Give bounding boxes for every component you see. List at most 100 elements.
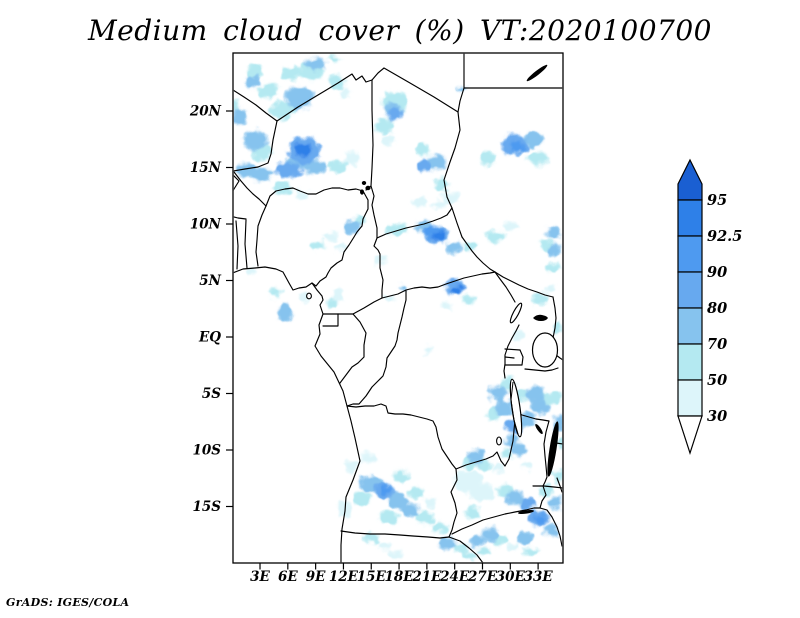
cloud-cell — [423, 498, 438, 509]
cloud-cell — [305, 56, 326, 71]
cloud-cell — [321, 231, 338, 242]
cloud-cell — [332, 287, 343, 304]
border-drc-uganda — [494, 271, 520, 379]
cloud-cell — [426, 153, 446, 170]
cloud-cell — [387, 223, 407, 236]
cloud-cell — [243, 130, 268, 151]
cloud-cell — [278, 304, 292, 323]
border-chad-libya — [371, 67, 459, 113]
cloud-cell — [235, 163, 255, 176]
cloud-cell — [359, 452, 376, 463]
cloud-cell — [363, 533, 380, 544]
cloud-cell — [233, 108, 247, 125]
border-malawi-mozambique — [555, 442, 563, 493]
border-mali-niger — [233, 120, 278, 172]
lon-tick-label: 6E — [278, 569, 298, 585]
cloud-cell — [438, 537, 457, 551]
cloud-cell — [374, 117, 394, 134]
colorbar-label: 50 — [707, 372, 727, 389]
border-ubangi-river — [381, 271, 496, 299]
cloud-cell — [479, 547, 492, 556]
cloud-cell — [504, 434, 521, 448]
cloud-cell — [423, 346, 434, 355]
cloud-cell — [282, 66, 301, 81]
lake-chad-1 — [361, 181, 367, 185]
cloud-cell — [352, 491, 370, 506]
cloud-cell — [271, 100, 296, 119]
border-victoria-south — [524, 367, 559, 372]
border-benin-nigeria — [255, 205, 267, 267]
colorbar-over-arrow — [677, 158, 703, 201]
cloud-cell — [431, 200, 446, 209]
cloud-cell — [548, 243, 561, 257]
lat-tick-label: 15S — [192, 499, 221, 515]
cloud-cell — [503, 221, 520, 232]
cloud-cell — [414, 511, 434, 525]
border-angola-namibia — [340, 530, 450, 539]
border-zambezi-zimbabwe — [451, 507, 563, 547]
cloud-cell — [533, 292, 549, 305]
cloud-cell — [481, 527, 499, 542]
border-gabon-congo — [339, 313, 367, 384]
cloud-cell — [517, 531, 534, 545]
border-cameroon-car — [373, 237, 384, 299]
colorbar-under-arrow — [677, 415, 703, 455]
cloud-cell — [285, 85, 314, 110]
border-angola-zambia — [448, 468, 458, 538]
colorbar-label: 95 — [707, 192, 727, 209]
lat-tick-label: 10S — [192, 443, 221, 459]
cloud-cell — [453, 543, 470, 554]
border-niger-chad — [365, 79, 374, 191]
cloud-cell — [519, 412, 535, 427]
lon-tick-label: 21E — [411, 569, 442, 585]
lon-tick-label: 9E — [306, 569, 326, 585]
cloud-cell — [343, 459, 360, 473]
lat-tick-label: EQ — [198, 330, 221, 346]
cloud-cell — [519, 498, 535, 511]
cloud-cell — [456, 85, 468, 92]
lake-chad-3 — [360, 189, 364, 195]
colorbar-segment — [677, 307, 703, 345]
cloud-cell — [521, 461, 534, 470]
cloud-cell — [545, 226, 561, 240]
cloud-cell — [553, 469, 563, 483]
cloud-cell — [342, 219, 361, 234]
cloud-cell — [417, 159, 432, 172]
colorbar: 95 92.5 90 80 70 50 30 — [677, 158, 742, 455]
colorbar-label: 30 — [707, 408, 727, 425]
lake-kyoga — [533, 314, 548, 321]
cloud-cell — [380, 485, 392, 494]
bioko-island — [306, 292, 312, 300]
border-egypt-sudan — [457, 53, 563, 113]
cloud-cell — [249, 168, 274, 181]
border-drc-zambia — [455, 411, 517, 470]
lon-tick-label: 30E — [496, 569, 526, 585]
cloud-cell — [479, 151, 496, 166]
colorbar-segment — [677, 235, 703, 273]
lon-tick-label: 12E — [329, 569, 359, 585]
cloud-cell — [273, 162, 302, 177]
cloud-cell — [432, 231, 445, 242]
border-chad-sudan — [443, 111, 463, 238]
cloud-cell — [550, 391, 561, 405]
cloud-cell — [546, 262, 559, 274]
lake-tanganyika-shore — [510, 381, 519, 435]
lat-tick-label: 20N — [189, 104, 222, 120]
lon-tick-label: 33E — [524, 569, 554, 585]
cloud-cell — [327, 298, 336, 309]
cloud-cell — [462, 294, 475, 305]
colorbar-label: 90 — [707, 264, 727, 281]
cloud-cell — [310, 240, 325, 251]
colorbar-segment — [677, 379, 703, 417]
cloud-cell — [506, 490, 524, 505]
cloud-cell — [433, 177, 450, 192]
colorbar-segment — [677, 199, 703, 237]
border-chad-south — [370, 185, 453, 239]
cloud-cell — [376, 540, 393, 552]
cloud-cell — [491, 462, 506, 474]
borders-rwanda-burundi — [504, 348, 524, 366]
lon-tick-label: 15E — [357, 569, 387, 585]
